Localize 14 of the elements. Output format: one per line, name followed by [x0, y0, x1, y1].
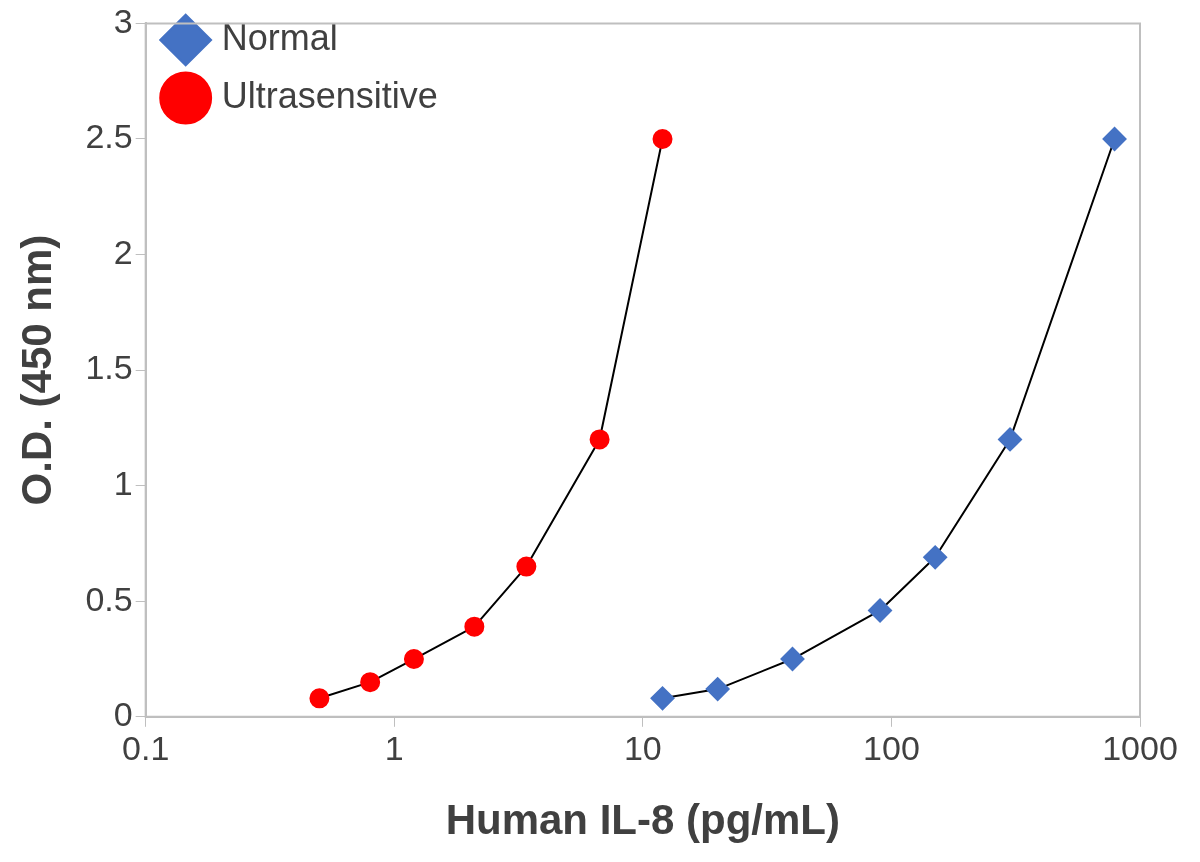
legend-label: Normal	[221, 16, 338, 58]
x-tick-label: 1	[384, 728, 404, 767]
legend-label: Ultrasensitive	[221, 74, 438, 116]
x-tick-label: 1000	[1102, 728, 1178, 767]
y-tick-label: 2	[113, 232, 133, 271]
y-axis-title: O.D. (450 nm)	[12, 234, 60, 506]
y-tick-label: 3	[113, 1, 133, 40]
x-axis-title: Human IL-8 (pg/mL)	[445, 796, 840, 844]
y-tick-label: 2.5	[85, 117, 133, 156]
y-tick-label: 1	[113, 464, 133, 503]
y-tick-label: 0.5	[85, 579, 133, 618]
x-tick-label: 10	[623, 728, 662, 767]
x-tick-label: 100	[863, 728, 920, 767]
y-tick-label: 1.5	[85, 348, 133, 387]
